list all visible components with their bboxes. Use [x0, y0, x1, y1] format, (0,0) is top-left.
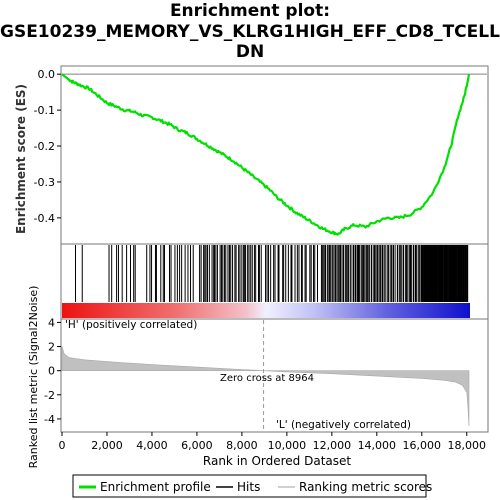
positive-correlation-label: 'H' (positively correlated) [65, 319, 197, 331]
es-y-axis-label: Enrichment score (ES) [14, 84, 28, 234]
enrichment-profile-line [61, 73, 471, 236]
legend-box [72, 474, 427, 498]
metric-y-axis-label: Ranked list metric (Signal2Noise) [27, 286, 40, 469]
x-tick-label: 16,000 [403, 439, 442, 452]
es-y-tick-label: -0.3 [34, 176, 55, 189]
es-y-tick-label: -0.1 [34, 104, 55, 117]
chart-title: Enrichment plot: GSE10239_MEMORY_VS_KLRG… [0, 1, 500, 63]
ranking-metric-fill [61, 346, 470, 427]
hit-marks [74, 245, 469, 302]
es-y-tick-label: -0.4 [34, 212, 55, 225]
metric-y-tick-label: -4 [44, 413, 55, 426]
ranked-list-color-bar [62, 303, 470, 318]
x-tick-label: 12,000 [313, 439, 352, 452]
metric-y-tick-label: -2 [44, 389, 55, 402]
es-panel-frame [60, 65, 489, 245]
metric-y-tick-label: 0 [48, 365, 55, 378]
metric-y-tick-label: 2 [48, 341, 55, 354]
negative-correlation-label: 'L' (negatively correlated) [276, 419, 411, 431]
ranking-metric-area [61, 346, 470, 427]
legend: Enrichment profile Hits Ranking metric s… [72, 474, 432, 498]
title-line-1: Enrichment plot: [169, 1, 331, 21]
x-tick-label: 18,000 [448, 439, 487, 452]
legend-metric-label: Ranking metric scores [299, 480, 432, 494]
metric-y-ticks: 4 2 0 -2 -4 [44, 316, 61, 426]
x-tick-label: 6,000 [181, 439, 213, 452]
x-tick-label: 10,000 [268, 439, 307, 452]
es-y-ticks: 0.0 -0.1 -0.2 -0.3 -0.4 [34, 68, 61, 225]
title-line-3: DN [235, 42, 265, 62]
x-tick-label: 14,000 [358, 439, 397, 452]
zero-cross-label: Zero cross at 8964 [220, 373, 314, 384]
x-tick-label: 4,000 [136, 439, 168, 452]
x-tick-label: 8,000 [226, 439, 258, 452]
enrichment-profile-path [61, 73, 471, 236]
x-axis-ticks: 0 2,000 4,000 6,000 8,000 10,000 12,000 14,000 1… [59, 432, 487, 452]
title-line-2: GSE10239_MEMORY_VS_KLRG1HIGH_EFF_CD8_TCE… [0, 21, 500, 42]
legend-es-label: Enrichment profile [100, 480, 211, 494]
legend-hits-label: Hits [237, 480, 260, 494]
es-y-tick-label: 0.0 [38, 68, 56, 81]
x-tick-label: 2,000 [91, 439, 123, 452]
es-y-tick-label: -0.2 [34, 140, 55, 153]
x-axis-label: Rank in Ordered Dataset [203, 454, 351, 468]
metric-y-tick-label: 4 [48, 316, 55, 329]
x-tick-label: 0 [59, 439, 66, 452]
